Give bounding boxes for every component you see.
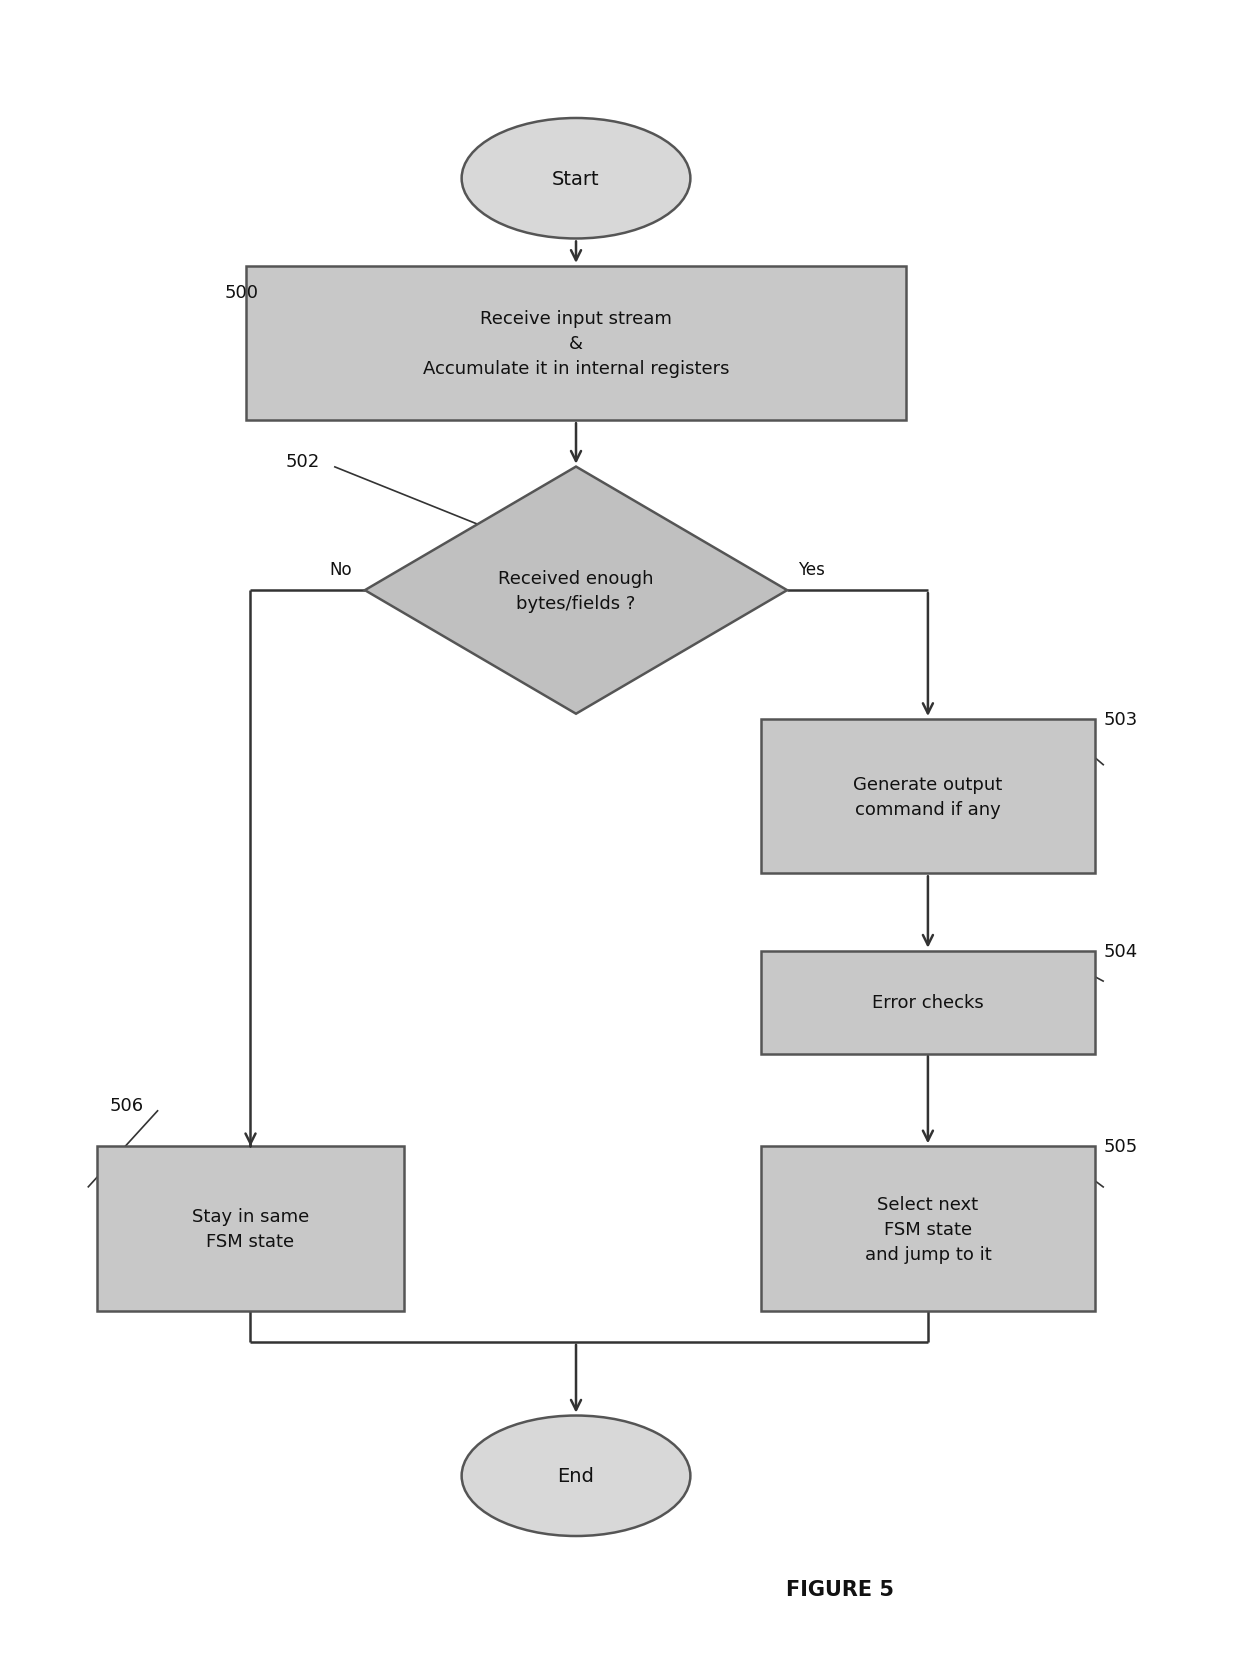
Text: End: End <box>558 1466 594 1486</box>
Text: Start: Start <box>552 169 600 189</box>
FancyBboxPatch shape <box>761 1147 1095 1311</box>
FancyBboxPatch shape <box>246 266 906 420</box>
Text: Error checks: Error checks <box>872 993 983 1011</box>
Text: 506: 506 <box>109 1096 144 1114</box>
Ellipse shape <box>461 1415 691 1536</box>
Text: 505: 505 <box>1104 1137 1138 1155</box>
Text: Yes: Yes <box>797 561 825 579</box>
Text: 502: 502 <box>285 453 320 472</box>
FancyBboxPatch shape <box>761 720 1095 874</box>
Text: Generate output
command if any: Generate output command if any <box>853 775 1003 818</box>
FancyBboxPatch shape <box>761 952 1095 1054</box>
Text: Receive input stream
&
Accumulate it in internal registers: Receive input stream & Accumulate it in … <box>423 309 729 377</box>
Ellipse shape <box>461 119 691 240</box>
Text: 500: 500 <box>224 283 258 301</box>
Text: Received enough
bytes/fields ?: Received enough bytes/fields ? <box>498 569 653 612</box>
Text: FIGURE 5: FIGURE 5 <box>786 1579 894 1599</box>
Text: No: No <box>329 561 352 579</box>
Text: Stay in same
FSM state: Stay in same FSM state <box>192 1208 309 1251</box>
Text: Select next
FSM state
and jump to it: Select next FSM state and jump to it <box>864 1195 991 1263</box>
FancyBboxPatch shape <box>97 1147 404 1311</box>
Polygon shape <box>365 467 787 715</box>
Text: 504: 504 <box>1104 942 1138 960</box>
Text: 503: 503 <box>1104 710 1138 728</box>
